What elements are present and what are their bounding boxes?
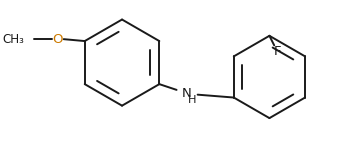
Text: CH₃: CH₃ — [2, 33, 25, 46]
Text: O: O — [53, 33, 63, 46]
Text: N: N — [181, 87, 191, 100]
Text: F: F — [273, 45, 281, 58]
Text: H: H — [188, 95, 196, 105]
